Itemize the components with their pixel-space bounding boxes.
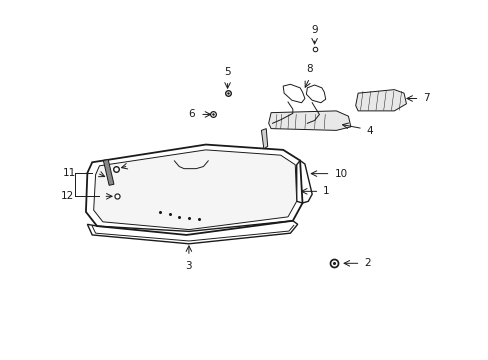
- Polygon shape: [261, 129, 267, 149]
- Text: 1: 1: [322, 186, 329, 196]
- Text: 5: 5: [224, 67, 230, 77]
- Text: 6: 6: [188, 109, 195, 120]
- Text: 9: 9: [311, 25, 317, 35]
- Text: 4: 4: [366, 126, 372, 136]
- Text: 7: 7: [423, 94, 429, 103]
- Text: 2: 2: [364, 258, 370, 268]
- Text: 10: 10: [334, 168, 347, 179]
- Polygon shape: [94, 150, 296, 230]
- Polygon shape: [355, 90, 406, 111]
- Polygon shape: [103, 159, 114, 185]
- Text: 3: 3: [185, 261, 192, 271]
- Polygon shape: [268, 111, 350, 130]
- Text: 8: 8: [306, 64, 312, 75]
- Text: 11: 11: [63, 168, 76, 178]
- Text: 12: 12: [61, 191, 74, 201]
